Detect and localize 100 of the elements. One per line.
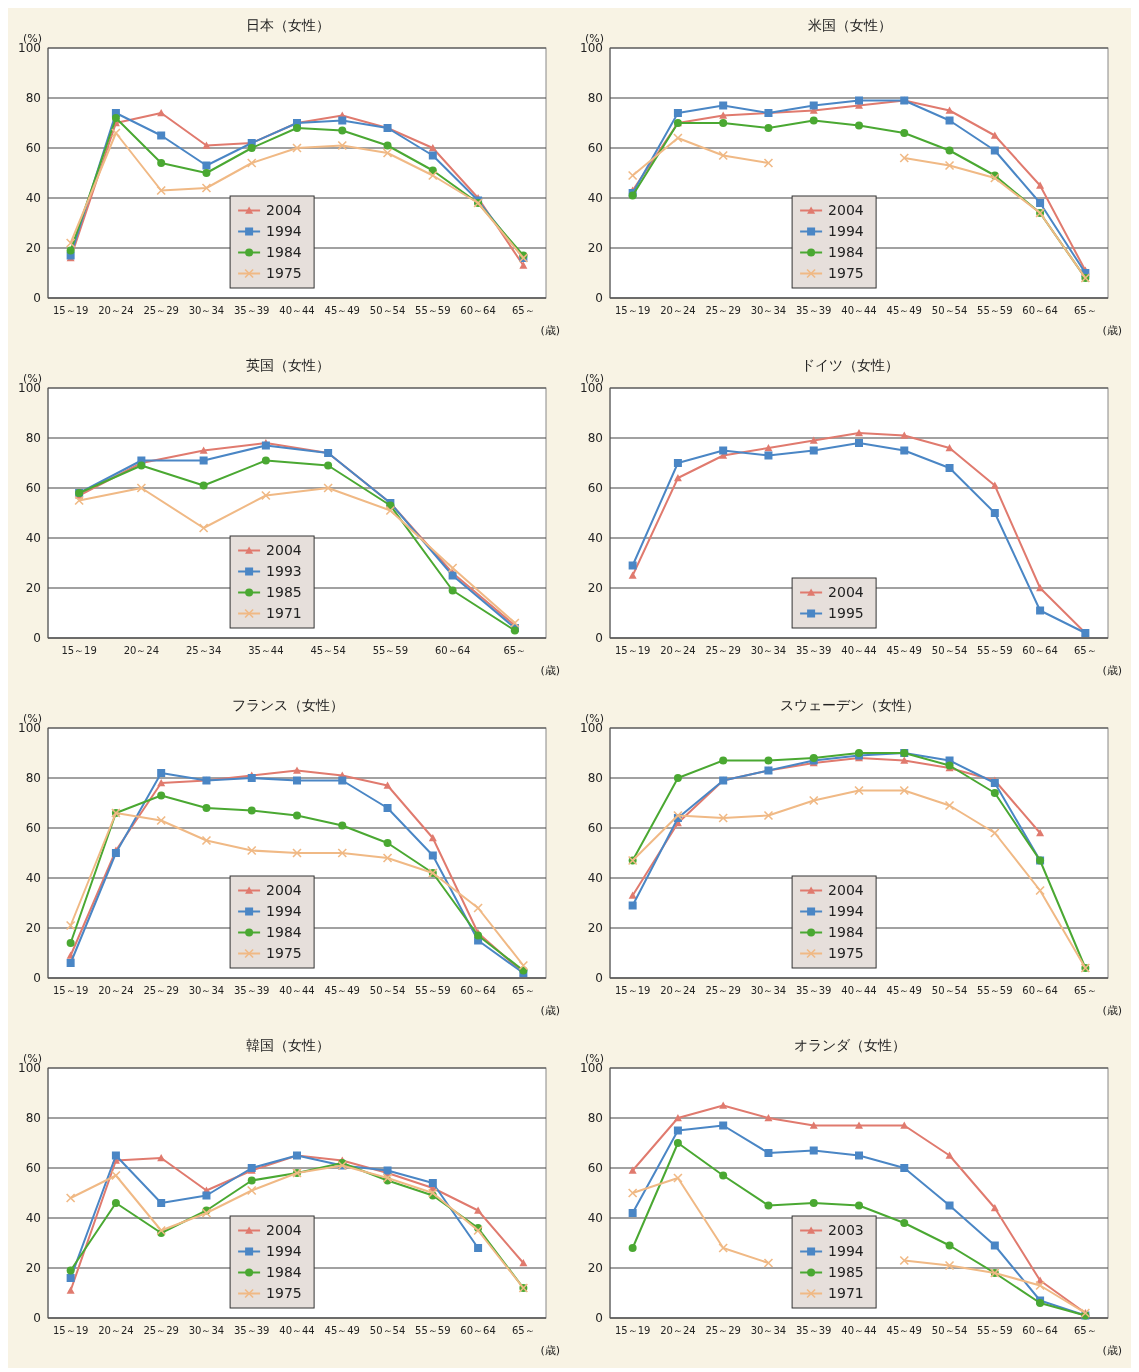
x-tick-label: 40～44 xyxy=(840,645,877,656)
x-tick-label: 50～54 xyxy=(931,985,967,996)
x-tick-label: 25～29 xyxy=(704,1325,741,1336)
x-tick-label: 60～64 xyxy=(1021,645,1058,656)
x-tick-label: 45～49 xyxy=(324,985,360,996)
x-tick-label: 15～19 xyxy=(614,305,650,316)
y-tick-label: 80 xyxy=(587,91,603,106)
x-tick-label: 45～49 xyxy=(886,305,922,316)
x-tick-label: 20～24 xyxy=(659,645,696,656)
legend-label: 1984 xyxy=(266,924,302,941)
x-tick-label: 40～44 xyxy=(840,985,877,996)
x-tick-label: 15～19 xyxy=(614,1325,650,1336)
x-axis-title: (歳) xyxy=(1101,1344,1122,1357)
legend-label: 2004 xyxy=(827,584,864,601)
y-tick-label: 80 xyxy=(587,1111,603,1126)
y-tick-label: 80 xyxy=(587,771,603,786)
y-tick-label: 20 xyxy=(587,1261,603,1276)
y-tick-label: 80 xyxy=(25,91,41,106)
x-axis-title: (歳) xyxy=(1101,1004,1122,1017)
x-tick-label: 55～59 xyxy=(415,1325,451,1336)
legend-label: 1971 xyxy=(266,605,302,622)
y-tick-label: 40 xyxy=(25,191,41,206)
y-tick-label: 40 xyxy=(25,1211,41,1226)
y-tick-label: 20 xyxy=(25,1261,41,1276)
y-tick-label: 40 xyxy=(587,1211,603,1226)
x-tick-label: 35～39 xyxy=(795,1325,831,1336)
chart-title: フランス（女性） xyxy=(232,697,344,713)
y-tick-label: 20 xyxy=(587,921,603,936)
x-tick-label: 25～29 xyxy=(704,985,741,996)
x-axis-title: (歳) xyxy=(540,324,560,337)
x-tick-label: 55～59 xyxy=(976,305,1013,316)
legend-label: 2004 xyxy=(827,202,864,219)
x-tick-label: 60～64 xyxy=(460,1325,496,1336)
x-tick-label: 60～64 xyxy=(460,305,496,316)
legend-label: 1975 xyxy=(827,945,864,962)
legend-label: 1994 xyxy=(827,903,864,920)
y-tick-label: 80 xyxy=(587,431,603,446)
x-tick-label: 15～19 xyxy=(614,645,650,656)
legend-label: 1995 xyxy=(827,605,864,622)
legend-label: 1994 xyxy=(827,1243,864,1260)
x-tick-label: 25～29 xyxy=(704,645,741,656)
x-tick-label: 50～54 xyxy=(369,305,406,316)
y-tick-label: 40 xyxy=(587,871,603,886)
chart-title: 米国（女性） xyxy=(807,17,892,33)
x-tick-label: 50～54 xyxy=(931,305,967,316)
chart-title: 日本（女性） xyxy=(246,17,330,33)
y-tick-label: 60 xyxy=(587,481,603,496)
x-tick-label: 45～54 xyxy=(310,645,346,656)
x-tick-label: 55～59 xyxy=(415,305,451,316)
x-tick-label: 15～19 xyxy=(52,985,89,996)
x-tick-label: 30～34 xyxy=(750,1325,786,1336)
x-tick-label: 35～39 xyxy=(234,305,270,316)
x-tick-label: 65～ xyxy=(512,985,535,996)
x-tick-label: 60～64 xyxy=(1021,1325,1058,1336)
chart-title: オランダ（女性） xyxy=(793,1037,906,1053)
x-tick-label: 35～39 xyxy=(795,985,831,996)
legend-label: 1994 xyxy=(266,223,302,240)
x-tick-label: 30～34 xyxy=(750,985,786,996)
legend-label: 1985 xyxy=(266,584,302,601)
y-tick-label: 60 xyxy=(25,821,41,836)
x-tick-label: 65～ xyxy=(1073,1325,1097,1336)
x-tick-label: 65～ xyxy=(503,645,527,656)
x-axis-title: (歳) xyxy=(540,1344,560,1357)
x-tick-label: 20～24 xyxy=(123,645,160,656)
y-tick-label: 20 xyxy=(587,241,603,256)
x-tick-label: 40～44 xyxy=(840,1325,877,1336)
legend-label: 1993 xyxy=(266,563,302,580)
x-tick-label: 45～49 xyxy=(886,985,922,996)
chart-title: 英国（女性） xyxy=(246,357,330,373)
x-tick-label: 65～ xyxy=(1073,305,1097,316)
y-tick-label: 60 xyxy=(587,141,603,156)
legend-label: 1985 xyxy=(827,1264,864,1281)
x-tick-label: 60～64 xyxy=(1021,305,1058,316)
x-tick-label: 35～39 xyxy=(234,1325,270,1336)
x-tick-label: 65～ xyxy=(1073,645,1097,656)
x-tick-label: 55～59 xyxy=(976,1325,1013,1336)
y-tick-label: 20 xyxy=(587,581,603,596)
x-tick-label: 60～64 xyxy=(1021,985,1058,996)
legend-label: 1984 xyxy=(266,244,302,261)
x-tick-label: 60～64 xyxy=(434,645,471,656)
x-tick-label: 45～49 xyxy=(324,305,360,316)
x-tick-label: 65～ xyxy=(512,305,535,316)
x-tick-label: 25～29 xyxy=(704,305,741,316)
chart-title: 韓国（女性） xyxy=(246,1037,330,1053)
y-tick-label: 0 xyxy=(33,971,41,986)
legend-label: 2004 xyxy=(266,882,302,899)
y-tick-label: 40 xyxy=(587,191,603,206)
legend-label: 1984 xyxy=(827,244,864,261)
legend-label: 2003 xyxy=(827,1222,864,1239)
x-axis-title: (歳) xyxy=(1101,664,1122,677)
y-tick-label: 0 xyxy=(33,631,41,646)
x-tick-label: 40～44 xyxy=(279,305,315,316)
legend-label: 2004 xyxy=(827,882,864,899)
x-tick-label: 45～49 xyxy=(324,1325,360,1336)
legend-label: 1984 xyxy=(266,1264,302,1281)
y-tick-label: 0 xyxy=(594,291,603,306)
y-tick-label: 60 xyxy=(25,141,41,156)
x-tick-label: 30～34 xyxy=(188,985,225,996)
y-tick-label: 80 xyxy=(25,771,41,786)
legend-label: 1994 xyxy=(827,223,864,240)
